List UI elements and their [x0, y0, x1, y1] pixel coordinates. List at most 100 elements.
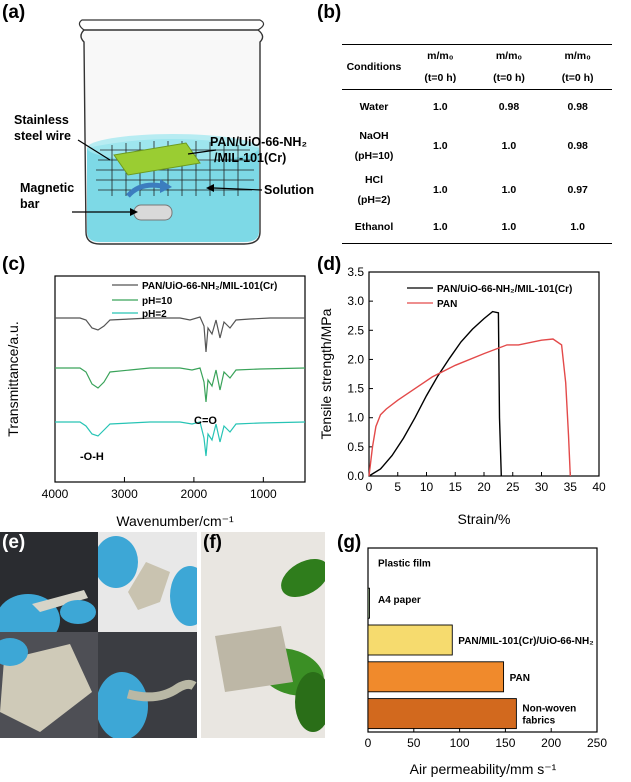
- header-col1: m/m₀ (t=0 h): [424, 50, 457, 84]
- tensile-x-tick-label: 40: [592, 480, 606, 494]
- panel-label-f: (f): [203, 532, 222, 553]
- header-col2: m/m₀ (t=0 h): [493, 50, 525, 84]
- membrane-sample: [113, 142, 201, 176]
- pointer-membrane: [187, 149, 217, 155]
- permeability-x-axis-label: Air permeability/mm s⁻¹: [410, 761, 557, 777]
- air-permeability-chart: Plastic film A4 paper PAN/MIL-101(Cr)/UiO-…: [365, 547, 607, 777]
- tensile-y-tick-label: 1.0: [347, 411, 364, 425]
- label-bar-line2: bar: [20, 197, 40, 211]
- cell-value: 1.0: [501, 183, 517, 196]
- panel-label-e: (e): [2, 532, 26, 553]
- tensile-x-axis-label: Strain/%: [458, 511, 511, 527]
- tensile-y-tick-label: 0.0: [347, 469, 364, 483]
- cell-value: 1.0: [501, 139, 517, 152]
- header-conditions: Conditions: [346, 61, 402, 73]
- table-row: NaOH (pH=10) 1.0 1.0 0.98: [342, 124, 612, 168]
- panel-label-c: (c): [2, 254, 26, 275]
- cell-condition: Water: [359, 100, 389, 113]
- photo-e2-content: [98, 536, 197, 626]
- tensile-x-tick-label: 0: [366, 480, 373, 494]
- permeability-category-label: fabrics: [522, 716, 555, 727]
- ftir-y-axis-label: Transmittance/a.u.: [5, 321, 21, 436]
- tensile-x-tick-label: 15: [449, 480, 463, 494]
- photo-e-twisted: [98, 532, 197, 632]
- ftir-x-axis-label: Wavenumber/cm⁻¹: [116, 513, 234, 529]
- ftir-series-composite: [55, 316, 305, 353]
- pointer-solution: [213, 187, 263, 191]
- cell-value: 0.97: [567, 183, 588, 196]
- tensile-x-tick-label: 30: [535, 480, 549, 494]
- photo-e3-content: [0, 638, 92, 732]
- table-row: HCl (pH=2) 1.0 1.0 0.97: [342, 168, 612, 212]
- permeability-x-tick-label: 50: [407, 736, 421, 750]
- cell-value: 0.98: [498, 100, 520, 113]
- pointer-wire: [77, 139, 111, 161]
- label-wire-line1: Stainless: [14, 113, 69, 127]
- permeability-category-label: PAN/MIL-101(Cr)/UiO-66-NH₂: [458, 636, 593, 647]
- pointer-bar-head: [130, 208, 138, 216]
- header-col3: m/m₀ (t=0 h): [561, 50, 594, 84]
- cell-value: 0.98: [567, 139, 588, 152]
- table-header-row: Conditions m/m₀ (t=0 h) m/m₀ (t=0 h) m/m₀(…: [342, 44, 612, 90]
- stirring-arrow-head: [160, 179, 172, 193]
- permeability-x-tick-label: 250: [587, 736, 607, 750]
- legend-label-ph10: pH=10: [142, 296, 173, 307]
- photo-e4-content: [98, 672, 197, 738]
- annotation-carbonyl: C=O: [194, 415, 217, 427]
- tensile-y-axis-label: Tensile strength/MPa: [318, 308, 334, 439]
- permeability-category-label: Plastic film: [378, 558, 431, 569]
- table-row: Water 1.0 0.98 0.98: [342, 90, 612, 124]
- label-bar-line1: Magnetic: [20, 181, 74, 195]
- cell-value: 1.0: [433, 221, 448, 234]
- tensile-x-tick-label: 20: [477, 480, 491, 494]
- annotation-hydroxyl: -O-H: [80, 451, 104, 463]
- tensile-chart: 0 5 10 15 20 25 30 35 40 0.0 0.5 1.0 1.5 2.0 2.5 3.0 3.5…: [318, 265, 606, 527]
- permeability-bar: [367, 698, 517, 730]
- legend-label-pan: PAN: [437, 299, 457, 310]
- tensile-x-tick-label: 25: [506, 480, 520, 494]
- permeability-bar: [367, 624, 453, 656]
- beaker-schematic: Stainless steel wire PAN/UiO-66-NH₂ /MIL…: [14, 19, 314, 245]
- panel-label-g: (g): [337, 532, 362, 553]
- permeability-x-tick-label: 0: [365, 736, 372, 750]
- table-row: Ethanol 1.0 1.0 1.0: [342, 212, 612, 244]
- stirring-arrow: [126, 182, 163, 198]
- ftir-series-ph2: [55, 421, 306, 457]
- ftir-plot-frame: [54, 275, 306, 483]
- cell-value: 1.0: [501, 221, 517, 234]
- tensile-x-tick-label: 10: [420, 480, 434, 494]
- legend-label-composite: PAN/UiO-66-NH₂/MIL-101(Cr): [437, 284, 572, 295]
- permeability-category-label: Non-woven: [522, 704, 576, 715]
- pointer-solution-head: [206, 184, 214, 192]
- permeability-x-tick-label: 150: [495, 736, 515, 750]
- cell-value: 1.0: [570, 221, 585, 234]
- permeability-category-label: PAN: [510, 673, 530, 684]
- ftir-x-tick-label: 4000: [42, 487, 69, 501]
- legend-label-composite: PAN/UiO-66-NH₂/MIL-101(Cr): [142, 281, 277, 292]
- panel-label-b: (b): [317, 2, 342, 23]
- ftir-x-tick-label: 3000: [111, 487, 138, 501]
- stability-table: Conditions m/m₀ (t=0 h) m/m₀ (t=0 h) m/m₀(…: [342, 44, 612, 244]
- tensile-y-tick-label: 3.5: [347, 265, 364, 279]
- photo-e-rolled: [98, 632, 197, 738]
- cell-value: 1.0: [433, 183, 448, 196]
- tensile-y-tick-label: 0.5: [347, 440, 364, 454]
- photo-e-folded: [0, 532, 98, 632]
- permeability-x-tick-label: 200: [541, 736, 561, 750]
- cell-condition: HCl (pH=2): [357, 173, 391, 206]
- photo-e-flat: [0, 632, 98, 738]
- photo-f-leaf: [201, 532, 325, 738]
- cell-condition: NaOH (pH=10): [354, 129, 394, 162]
- tensile-x-tick-label: 5: [394, 480, 401, 494]
- magnetic-stir-bar: [133, 204, 173, 221]
- tensile-y-tick-label: 2.5: [347, 323, 364, 337]
- cell-condition: Ethanol: [354, 221, 394, 234]
- label-wire-line2: steel wire: [14, 129, 71, 143]
- label-solution: Solution: [264, 183, 314, 197]
- tensile-legend: PAN/UiO-66-NH₂/MIL-101(Cr) PAN: [407, 284, 572, 310]
- cell-value: 1.0: [433, 100, 448, 113]
- ftir-series-ph10: [55, 367, 306, 403]
- ftir-x-tick-label: 2000: [181, 487, 208, 501]
- permeability-x-tick-label: 100: [450, 736, 470, 750]
- tensile-y-tick-label: 1.5: [347, 382, 364, 396]
